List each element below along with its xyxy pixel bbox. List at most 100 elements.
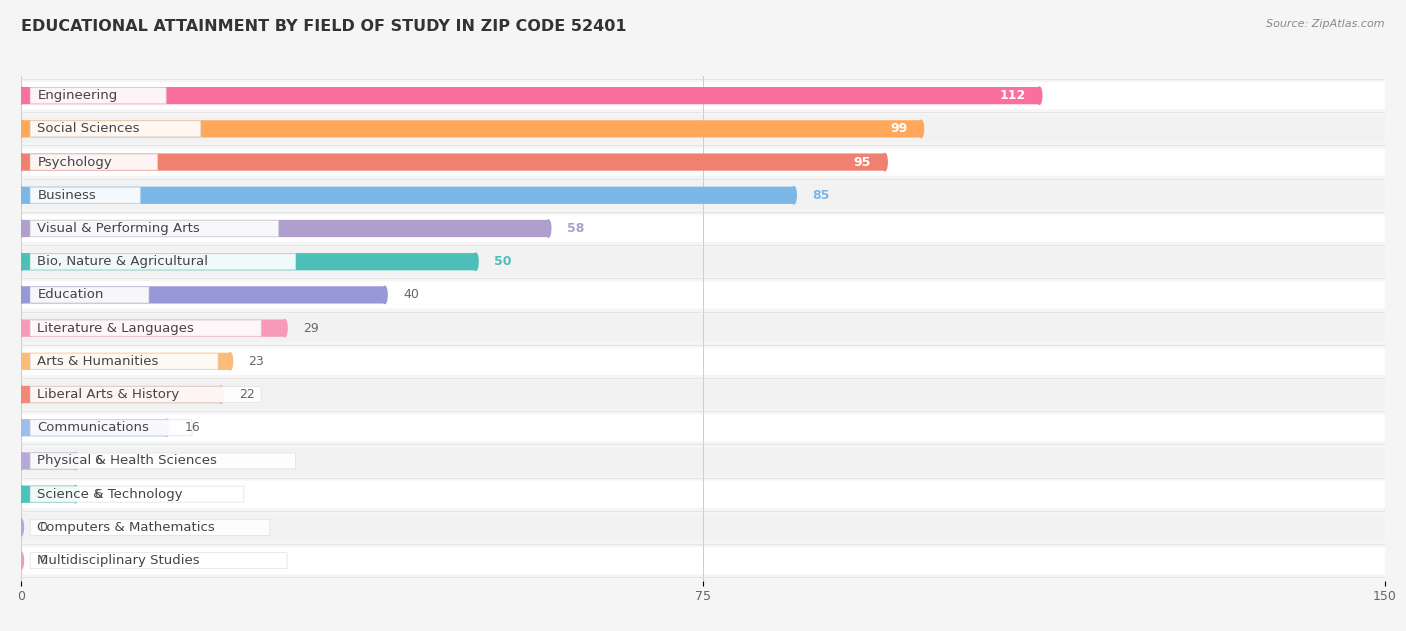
Circle shape [219, 386, 224, 403]
FancyBboxPatch shape [21, 381, 1385, 408]
FancyBboxPatch shape [21, 148, 1385, 175]
FancyBboxPatch shape [30, 420, 193, 436]
FancyBboxPatch shape [21, 153, 884, 171]
Text: Source: ZipAtlas.com: Source: ZipAtlas.com [1267, 19, 1385, 29]
FancyBboxPatch shape [30, 88, 166, 103]
FancyBboxPatch shape [30, 553, 287, 569]
Circle shape [73, 485, 77, 503]
FancyBboxPatch shape [21, 281, 1385, 309]
Circle shape [18, 485, 24, 503]
FancyBboxPatch shape [21, 386, 221, 403]
FancyBboxPatch shape [21, 215, 1385, 242]
Circle shape [18, 353, 24, 370]
Circle shape [474, 253, 478, 270]
Circle shape [18, 552, 24, 569]
Text: 85: 85 [813, 189, 830, 202]
FancyBboxPatch shape [21, 182, 1385, 209]
Text: 40: 40 [404, 288, 419, 302]
FancyBboxPatch shape [21, 348, 1385, 375]
Circle shape [18, 220, 24, 237]
Text: Bio, Nature & Agricultural: Bio, Nature & Agricultural [38, 255, 208, 268]
Circle shape [18, 519, 24, 536]
Circle shape [546, 220, 551, 237]
Circle shape [792, 187, 796, 204]
Text: 112: 112 [1000, 89, 1026, 102]
FancyBboxPatch shape [30, 254, 295, 269]
Text: 99: 99 [890, 122, 908, 136]
FancyBboxPatch shape [21, 547, 1385, 574]
Text: 29: 29 [302, 322, 319, 334]
Text: Physical & Health Sciences: Physical & Health Sciences [38, 454, 218, 468]
Text: 0: 0 [39, 554, 48, 567]
Text: 22: 22 [239, 388, 254, 401]
Circle shape [883, 153, 887, 171]
Text: Social Sciences: Social Sciences [38, 122, 141, 136]
Circle shape [920, 121, 924, 138]
Circle shape [165, 419, 169, 437]
Text: 0: 0 [39, 521, 48, 534]
Circle shape [18, 253, 24, 270]
Text: Science & Technology: Science & Technology [38, 488, 183, 500]
FancyBboxPatch shape [21, 419, 166, 437]
FancyBboxPatch shape [30, 220, 278, 237]
Circle shape [18, 121, 24, 138]
FancyBboxPatch shape [21, 187, 794, 204]
FancyBboxPatch shape [30, 121, 201, 137]
Circle shape [18, 153, 24, 171]
FancyBboxPatch shape [21, 115, 1385, 143]
Text: 23: 23 [249, 355, 264, 368]
FancyBboxPatch shape [30, 353, 218, 369]
FancyBboxPatch shape [21, 481, 1385, 508]
Text: Psychology: Psychology [38, 156, 112, 168]
Text: 6: 6 [94, 488, 101, 500]
Circle shape [18, 386, 24, 403]
Text: Engineering: Engineering [38, 89, 118, 102]
FancyBboxPatch shape [21, 87, 1039, 104]
FancyBboxPatch shape [21, 514, 1385, 541]
FancyBboxPatch shape [21, 286, 385, 304]
Text: Communications: Communications [38, 422, 149, 434]
Text: Visual & Performing Arts: Visual & Performing Arts [38, 222, 200, 235]
FancyBboxPatch shape [21, 121, 921, 138]
FancyBboxPatch shape [21, 82, 1385, 109]
FancyBboxPatch shape [30, 487, 243, 502]
Text: EDUCATIONAL ATTAINMENT BY FIELD OF STUDY IN ZIP CODE 52401: EDUCATIONAL ATTAINMENT BY FIELD OF STUDY… [21, 19, 627, 34]
Text: 6: 6 [94, 454, 101, 468]
Circle shape [73, 452, 77, 469]
Circle shape [18, 87, 24, 104]
Circle shape [18, 286, 24, 304]
FancyBboxPatch shape [30, 187, 141, 203]
FancyBboxPatch shape [21, 314, 1385, 342]
Circle shape [18, 452, 24, 469]
FancyBboxPatch shape [21, 452, 76, 469]
FancyBboxPatch shape [30, 519, 270, 535]
Text: Literature & Languages: Literature & Languages [38, 322, 194, 334]
FancyBboxPatch shape [21, 220, 548, 237]
Text: 50: 50 [494, 255, 512, 268]
FancyBboxPatch shape [21, 253, 475, 270]
FancyBboxPatch shape [21, 485, 76, 503]
Circle shape [18, 319, 24, 337]
FancyBboxPatch shape [30, 154, 157, 170]
Text: Liberal Arts & History: Liberal Arts & History [38, 388, 180, 401]
FancyBboxPatch shape [21, 414, 1385, 441]
Text: Business: Business [38, 189, 96, 202]
Circle shape [18, 187, 24, 204]
Text: Arts & Humanities: Arts & Humanities [38, 355, 159, 368]
Circle shape [1038, 87, 1042, 104]
Circle shape [18, 419, 24, 437]
FancyBboxPatch shape [21, 447, 1385, 475]
FancyBboxPatch shape [30, 387, 262, 403]
FancyBboxPatch shape [30, 320, 262, 336]
FancyBboxPatch shape [21, 353, 231, 370]
Circle shape [283, 319, 287, 337]
Text: Multidisciplinary Studies: Multidisciplinary Studies [38, 554, 200, 567]
Circle shape [228, 353, 232, 370]
Text: Computers & Mathematics: Computers & Mathematics [38, 521, 215, 534]
FancyBboxPatch shape [21, 319, 285, 337]
Text: 58: 58 [567, 222, 583, 235]
Text: 95: 95 [853, 156, 872, 168]
Circle shape [382, 286, 387, 304]
FancyBboxPatch shape [21, 248, 1385, 275]
Text: Education: Education [38, 288, 104, 302]
